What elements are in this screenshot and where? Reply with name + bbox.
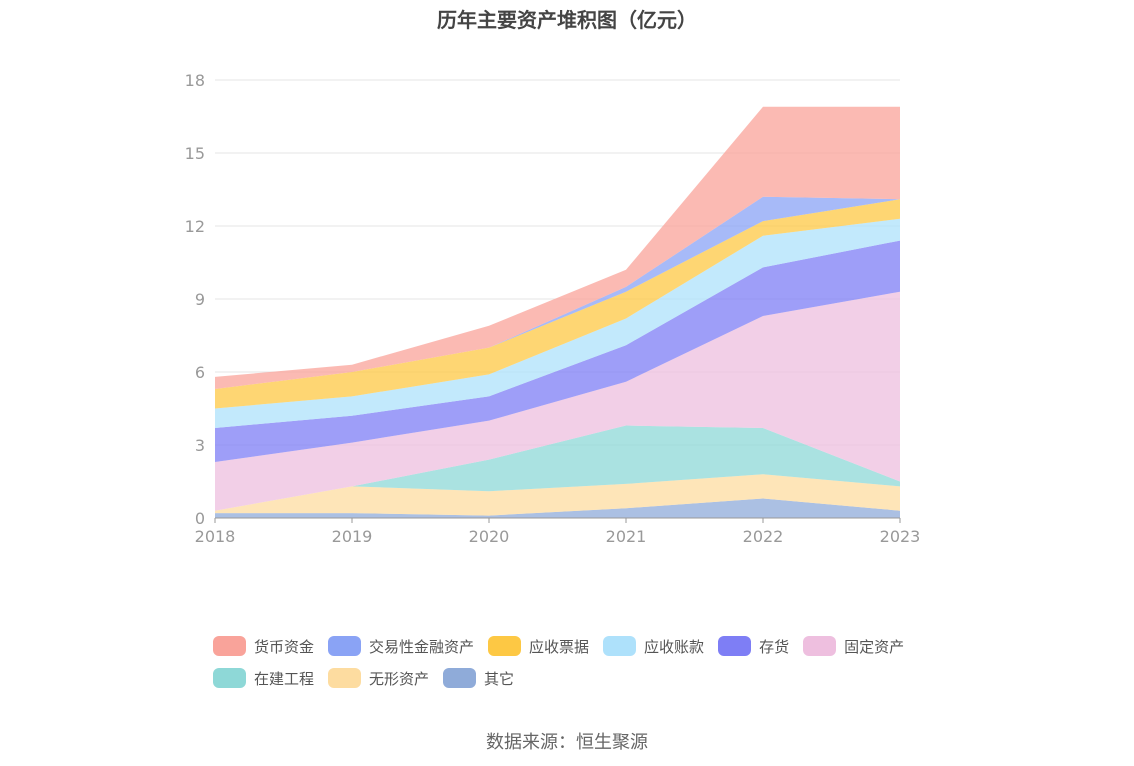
area-series [215, 425, 900, 511]
legend-item[interactable]: 应收票据 [488, 636, 589, 657]
legend-swatch [213, 636, 246, 656]
legend-row: 在建工程 无形资产 其它 [213, 662, 933, 694]
x-tick-label: 2021 [606, 527, 647, 546]
legend-item[interactable]: 其它 [443, 668, 514, 689]
legend-label: 货币资金 [254, 637, 315, 656]
legend: 货币资金 交易性金融资产 应收票据 应收账款 存货 固定资产 在建工程 无形资产 其它 [213, 630, 933, 694]
area-series [215, 474, 900, 516]
x-tick-label: 2019 [332, 527, 373, 546]
area-series [215, 498, 900, 518]
data-source: 数据来源：恒生聚源 [486, 732, 648, 753]
legend-item[interactable]: 货币资金 [213, 636, 314, 657]
x-tick-label: 2018 [195, 527, 236, 546]
area-series [215, 240, 900, 463]
y-tick-label: 15 [185, 144, 205, 163]
legend-swatch [488, 636, 522, 656]
legend-label: 存货 [759, 637, 790, 656]
chart-title: 历年主要资产堆积图（亿元） [437, 8, 697, 32]
legend-label: 无形资产 [369, 669, 430, 688]
legend-swatch [443, 668, 477, 688]
legend-item[interactable]: 应收账款 [603, 636, 704, 657]
y-tick-label: 0 [195, 509, 205, 528]
x-tick-label: 2023 [880, 527, 921, 546]
legend-label: 应收账款 [644, 637, 705, 656]
legend-item[interactable]: 无形资产 [328, 668, 429, 689]
y-tick-label: 6 [195, 363, 205, 382]
legend-row: 货币资金 交易性金融资产 应收票据 应收账款 存货 固定资产 [213, 630, 933, 662]
legend-swatch [213, 668, 246, 688]
x-axis: 2018 2019 2020 2021 2022 2023 [195, 517, 921, 546]
area-series [215, 291, 900, 511]
legend-item[interactable]: 在建工程 [213, 668, 314, 689]
x-tick-label: 2022 [743, 527, 784, 546]
legend-item[interactable]: 存货 [718, 636, 789, 657]
legend-item[interactable]: 交易性金融资产 [328, 636, 474, 657]
y-tick-label: 3 [195, 436, 205, 455]
series-areas [215, 106, 900, 518]
legend-label: 交易性金融资产 [369, 637, 475, 656]
y-axis: 0 3 6 9 12 15 18 [185, 71, 205, 528]
y-tick-label: 12 [185, 217, 205, 236]
x-tick-label: 2020 [469, 527, 510, 546]
legend-label: 其它 [484, 669, 515, 688]
legend-swatch [328, 636, 362, 656]
area-series [215, 218, 900, 428]
legend-swatch [603, 636, 637, 656]
area-series [215, 106, 900, 390]
legend-label: 在建工程 [254, 669, 315, 688]
legend-swatch [803, 636, 837, 656]
legend-label: 固定资产 [844, 637, 905, 656]
area-series [215, 199, 900, 409]
legend-item[interactable]: 固定资产 [803, 636, 904, 657]
legend-label: 应收票据 [529, 637, 590, 656]
legend-swatch [328, 668, 362, 688]
legend-swatch [718, 636, 752, 656]
y-tick-label: 18 [185, 71, 205, 90]
y-tick-label: 9 [195, 290, 205, 309]
